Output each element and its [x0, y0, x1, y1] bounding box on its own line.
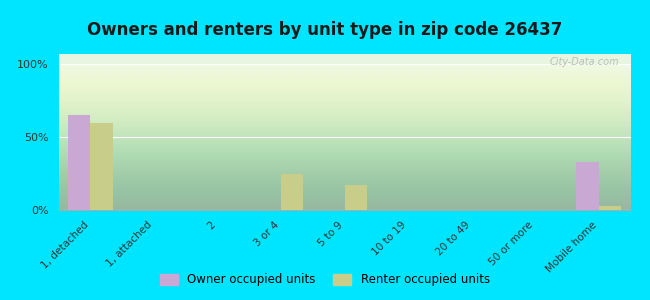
Bar — [68, 115, 90, 210]
Legend: Owner occupied units, Renter occupied units: Owner occupied units, Renter occupied un… — [155, 269, 495, 291]
Bar — [90, 122, 112, 210]
Bar — [599, 206, 621, 210]
Bar — [281, 174, 303, 210]
Bar — [577, 162, 599, 210]
Text: City-Data.com: City-Data.com — [549, 57, 619, 67]
Text: Owners and renters by unit type in zip code 26437: Owners and renters by unit type in zip c… — [87, 21, 563, 39]
Bar — [344, 185, 367, 210]
